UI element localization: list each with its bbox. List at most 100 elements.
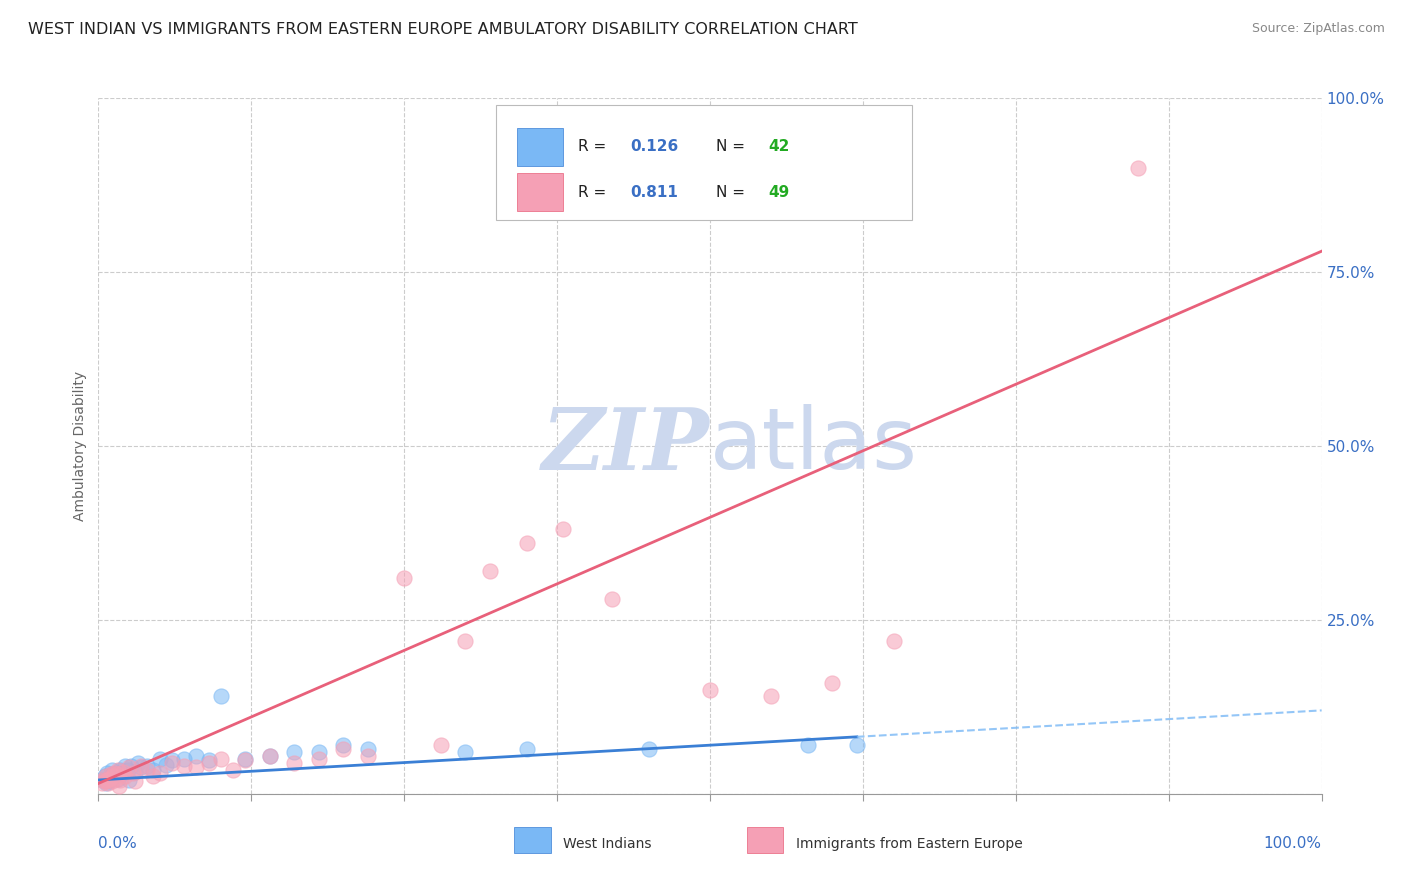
Point [142, 769, 165, 784]
Point [100, 767, 122, 781]
Point [761, 690, 783, 704]
Point [118, 760, 141, 774]
Point [392, 571, 416, 585]
Point [160, 754, 183, 768]
Point [117, 763, 139, 777]
Point [332, 741, 354, 756]
Point [101, 763, 124, 777]
Point [233, 752, 256, 766]
Point [553, 523, 575, 537]
Text: N =: N = [716, 139, 749, 154]
Point [105, 767, 128, 781]
Point [93, 774, 115, 789]
Y-axis label: Ambulatory Disability: Ambulatory Disability [73, 371, 87, 521]
Point [186, 748, 208, 763]
Bar [515, 827, 551, 853]
Point [120, 759, 142, 773]
Point [478, 564, 501, 578]
Point [101, 769, 124, 784]
Point [149, 766, 172, 780]
Text: N =: N = [716, 185, 749, 200]
Point [111, 764, 134, 779]
Point [797, 738, 820, 752]
Point [233, 754, 256, 768]
Point [98, 772, 121, 786]
Point [136, 763, 159, 777]
Point [356, 748, 378, 763]
Point [160, 756, 183, 770]
Point [94, 776, 117, 790]
Point [516, 536, 538, 550]
Point [222, 763, 245, 777]
FancyBboxPatch shape [496, 105, 912, 220]
Text: R =: R = [578, 185, 612, 200]
Point [197, 756, 219, 770]
Point [821, 675, 844, 690]
Point [173, 759, 195, 773]
Point [186, 760, 208, 774]
Point [103, 766, 125, 780]
Point [108, 767, 131, 781]
Point [332, 738, 354, 752]
Point [91, 776, 114, 790]
Point [430, 738, 453, 752]
Point [136, 759, 159, 773]
Bar [517, 173, 564, 211]
Point [283, 756, 305, 770]
Point [104, 772, 127, 786]
Text: 42: 42 [769, 139, 790, 154]
Bar [747, 827, 783, 853]
Point [259, 748, 281, 763]
Point [114, 759, 136, 773]
Text: WEST INDIAN VS IMMIGRANTS FROM EASTERN EUROPE AMBULATORY DISABILITY CORRELATION : WEST INDIAN VS IMMIGRANTS FROM EASTERN E… [28, 22, 858, 37]
Point [101, 767, 124, 781]
Point [110, 763, 132, 777]
Point [356, 741, 378, 756]
Point [129, 760, 152, 774]
Point [111, 766, 134, 780]
Text: 0.126: 0.126 [630, 139, 679, 154]
Text: ZIP: ZIP [543, 404, 710, 488]
Point [197, 754, 219, 768]
Point [103, 769, 125, 784]
Point [454, 745, 477, 759]
Text: 49: 49 [769, 185, 790, 200]
Point [308, 745, 330, 759]
Point [114, 769, 136, 784]
Text: 0.811: 0.811 [630, 185, 679, 200]
Point [98, 774, 121, 789]
Point [142, 763, 165, 777]
Bar [517, 128, 564, 166]
Point [107, 772, 129, 786]
Point [121, 766, 143, 780]
Text: R =: R = [578, 139, 612, 154]
Point [124, 774, 146, 789]
Point [308, 752, 330, 766]
Point [105, 766, 128, 780]
Point [101, 774, 124, 789]
Point [1128, 161, 1150, 175]
Text: West Indians: West Indians [564, 837, 652, 851]
Point [97, 776, 120, 790]
Point [96, 766, 118, 780]
Point [129, 759, 152, 773]
Text: 0.0%: 0.0% [98, 836, 138, 851]
Point [209, 752, 232, 766]
Point [283, 745, 305, 759]
Point [516, 741, 538, 756]
Text: atlas: atlas [710, 404, 918, 488]
Point [124, 764, 146, 779]
Point [883, 633, 905, 648]
Point [96, 772, 118, 787]
Point [637, 741, 661, 756]
Point [127, 756, 149, 770]
Point [699, 682, 721, 697]
Text: 100.0%: 100.0% [1264, 836, 1322, 851]
Point [173, 752, 195, 766]
Point [209, 690, 232, 704]
Point [454, 633, 477, 648]
Point [155, 757, 177, 772]
Point [91, 772, 114, 787]
Point [93, 769, 115, 784]
Point [91, 772, 114, 787]
